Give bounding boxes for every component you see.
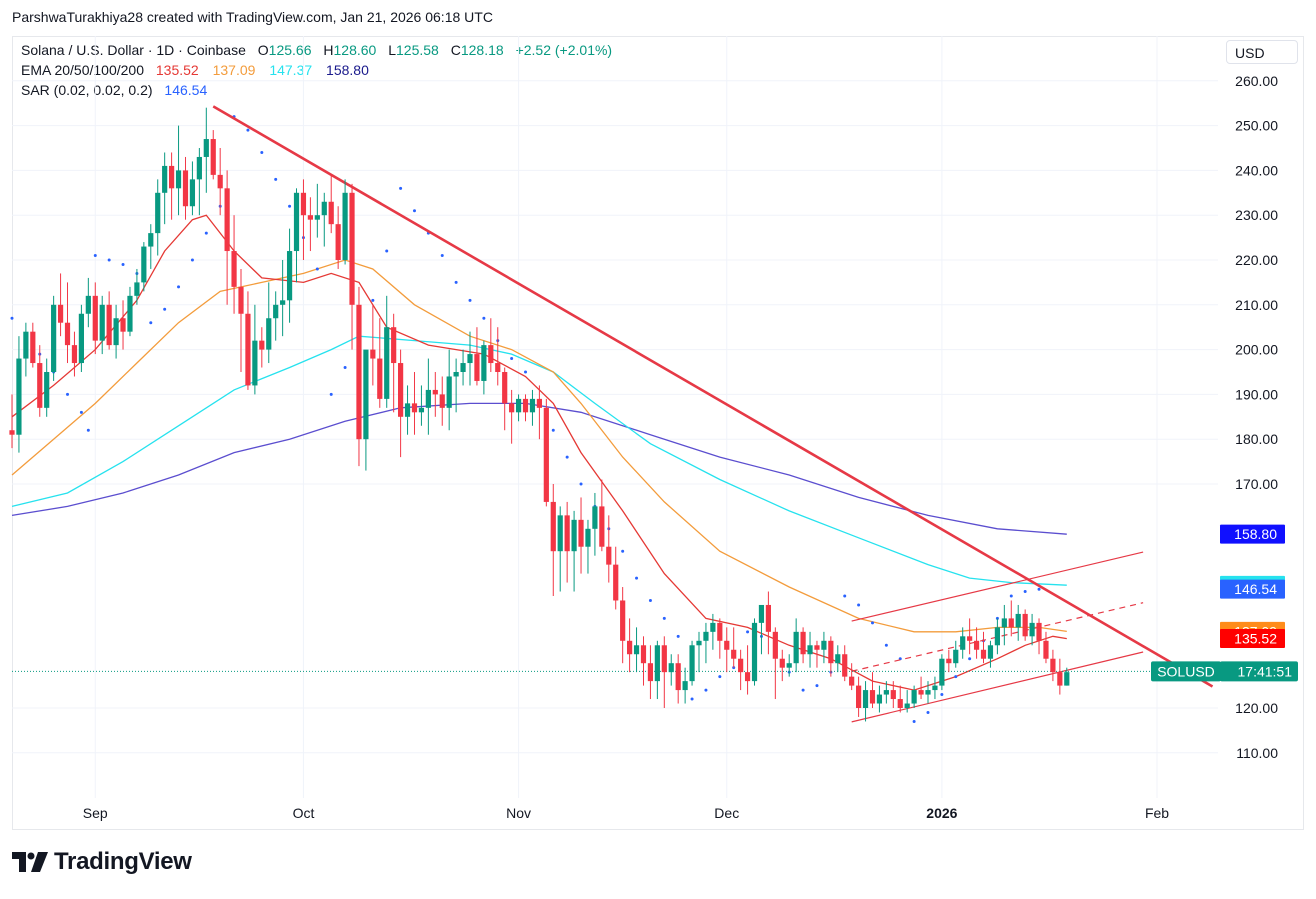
- sar-label: SAR (0.02, 0.02, 0.2): [21, 82, 153, 98]
- close-value: 128.18: [460, 42, 504, 58]
- ema100-value: 147.37: [269, 62, 313, 78]
- low-label: L: [388, 42, 397, 58]
- ema20-value: 135.52: [155, 62, 199, 78]
- ema200-value: 158.80: [326, 62, 369, 78]
- close-label: C: [450, 42, 461, 58]
- symbol-title[interactable]: Solana / U.S. Dollar · 1D · Coinbase: [21, 42, 246, 58]
- chart-caption: ParshwaTurakhiya28 created with TradingV…: [12, 9, 493, 25]
- chart-frame[interactable]: [12, 36, 1304, 830]
- brand-name: TradingView: [54, 848, 192, 875]
- ema-label: EMA 20/50/100/200: [21, 62, 144, 78]
- ema50-value: 137.09: [212, 62, 256, 78]
- low-value: 125.58: [396, 42, 439, 58]
- open-label: O: [257, 42, 269, 58]
- legend-ohlc-row: Solana / U.S. Dollar · 1D · Coinbase O12…: [21, 42, 616, 58]
- sar-value: 146.54: [164, 82, 208, 98]
- change-value: +2.52 (+2.01%): [515, 42, 613, 58]
- legend-sar-row[interactable]: SAR (0.02, 0.02, 0.2) 146.54: [21, 82, 211, 98]
- tradingview-logo-icon: [12, 852, 48, 872]
- open-value: 125.66: [268, 42, 312, 58]
- legend-ema-row[interactable]: EMA 20/50/100/200 135.52 137.09 147.37 1…: [21, 62, 373, 78]
- high-label: H: [323, 42, 334, 58]
- currency-button[interactable]: USD: [1226, 40, 1298, 64]
- tradingview-logo[interactable]: TradingView: [12, 848, 192, 876]
- high-value: 128.60: [333, 42, 377, 58]
